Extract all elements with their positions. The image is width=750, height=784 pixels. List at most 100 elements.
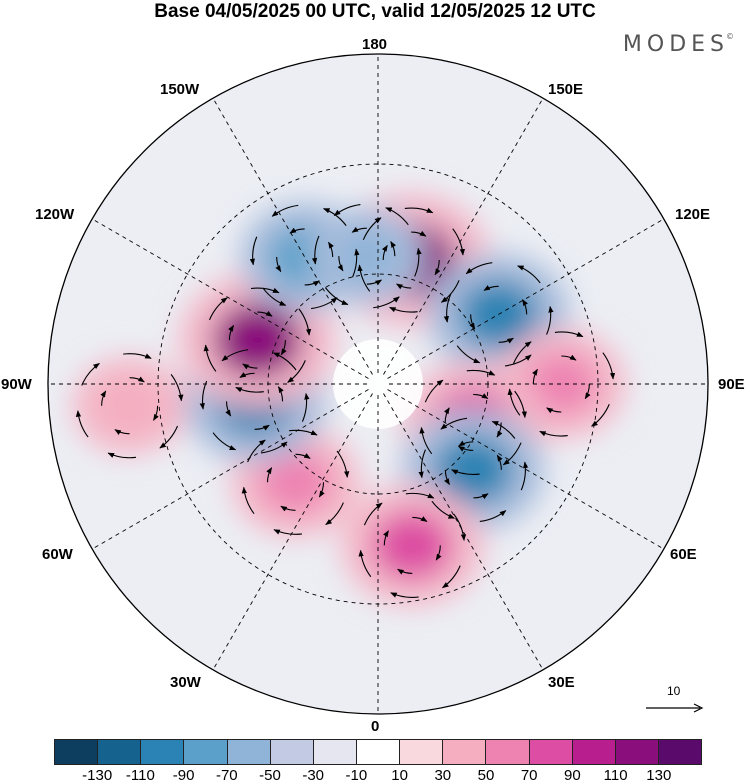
wind-arrow <box>496 422 503 438</box>
wind-arrow <box>418 449 426 479</box>
wind-arrow <box>107 452 137 459</box>
wind-arrow <box>254 424 270 431</box>
wind-arrow <box>75 410 89 438</box>
label-90e: 90E <box>718 376 745 393</box>
wind-arrow <box>129 376 145 383</box>
colorbar-tick-label: 10 <box>391 767 408 784</box>
wind-arrow <box>351 226 367 233</box>
wind-arrow <box>324 287 349 306</box>
wind-arrow <box>362 217 382 241</box>
wind-arrow <box>442 565 461 589</box>
map-border <box>47 53 709 715</box>
wind-arrow <box>318 482 325 498</box>
wind-arrow <box>456 345 481 364</box>
wind-arrow <box>496 454 503 470</box>
anomaly-north-atlantic-high <box>260 452 331 513</box>
wind-arrow <box>435 545 442 561</box>
colorbar-swatch <box>615 740 659 764</box>
wind-arrow <box>221 349 249 362</box>
wind-arrow <box>498 337 514 344</box>
wind-arrow <box>271 204 299 217</box>
wind-arrow <box>473 493 489 500</box>
modes-logo: MODES© <box>623 32 734 57</box>
wind-arrow <box>404 207 434 214</box>
meridian-line <box>91 389 369 550</box>
colorbar-swatch <box>270 740 314 764</box>
anomaly-europe-high <box>372 511 453 580</box>
wind-arrow <box>444 469 450 486</box>
colorbar-swatch <box>55 740 99 764</box>
label-120e: 120E <box>675 206 711 223</box>
colorbar-swatch <box>356 740 401 764</box>
wind-arrow <box>289 429 318 436</box>
wind-arrow <box>502 442 522 466</box>
wind-arrow <box>298 308 312 336</box>
wind-arrow <box>591 404 610 427</box>
wind-arrow <box>539 430 568 437</box>
label-60e: 60E <box>670 546 697 563</box>
wind-arrow <box>434 260 441 276</box>
colorbar-tick-label: -90 <box>172 767 195 784</box>
wind-arrow <box>411 230 427 237</box>
wind-arrow <box>505 354 532 367</box>
wind-arrow <box>304 280 320 287</box>
wind-arrow <box>81 362 100 386</box>
meridian-line <box>212 97 373 375</box>
wind-arrow <box>257 310 273 317</box>
colorbar-tick-label: 70 <box>520 767 538 784</box>
anomaly-central-asia-high <box>525 354 597 414</box>
anomaly-mid-atlantic-high <box>98 379 161 432</box>
wind-arrow <box>280 340 287 356</box>
wind-arrow <box>262 288 287 306</box>
wind-arrow <box>554 331 584 338</box>
wind-arrow <box>514 390 527 419</box>
wind-arrow <box>397 568 413 575</box>
wind-arrow <box>209 297 228 321</box>
wind-arrow <box>311 235 320 265</box>
colorbar-tick-label: 130 <box>646 767 672 784</box>
wind-arrow <box>465 262 493 275</box>
wind-arrow <box>352 248 360 278</box>
wind-arrow <box>358 549 372 578</box>
wind-arrow <box>512 341 532 364</box>
colorbar-swatch <box>486 740 530 764</box>
meridian-line <box>91 218 369 379</box>
wind-arrow <box>199 380 208 410</box>
meridian-line <box>212 393 373 671</box>
wind-arrow <box>546 305 554 335</box>
logo-text: MODES <box>622 32 729 57</box>
colorbar-swatch <box>313 740 357 764</box>
wind-arrow <box>414 247 422 277</box>
wind-arrow <box>522 299 528 315</box>
wind-arrow <box>170 374 184 402</box>
wind-arrow <box>440 417 468 430</box>
colorbar-swatch <box>658 740 702 764</box>
wind-arrow <box>301 392 310 422</box>
graticule <box>48 54 708 714</box>
meridian-line <box>387 218 665 379</box>
wind-arrow <box>280 505 296 512</box>
wind-arrow <box>389 306 418 313</box>
colorbar-swatch <box>400 740 444 764</box>
wind-arrow <box>363 502 383 526</box>
wind-arrow <box>466 369 496 376</box>
wind-arrow <box>520 461 529 491</box>
wind-arrow <box>275 256 282 273</box>
wind-arrow <box>419 426 433 455</box>
wind-arrow <box>114 429 130 435</box>
vector-reference-label: 10 <box>667 684 681 698</box>
colorbar-tick-label: -10 <box>345 767 368 784</box>
colorbar-tick-label: 90 <box>564 767 581 784</box>
colorbar-tick-label: -70 <box>215 767 238 784</box>
wind-arrow <box>385 207 409 226</box>
wind-arrow <box>381 244 388 261</box>
wind-arrow <box>250 287 280 294</box>
wind-arrow <box>277 386 284 402</box>
label-120w: 120W <box>35 206 75 223</box>
colorbar-tick-label: 50 <box>477 767 495 784</box>
wind-arrow <box>260 441 288 454</box>
wind-arrow <box>473 393 489 400</box>
colorbar-swatch <box>141 740 185 764</box>
map-disc <box>48 54 708 714</box>
